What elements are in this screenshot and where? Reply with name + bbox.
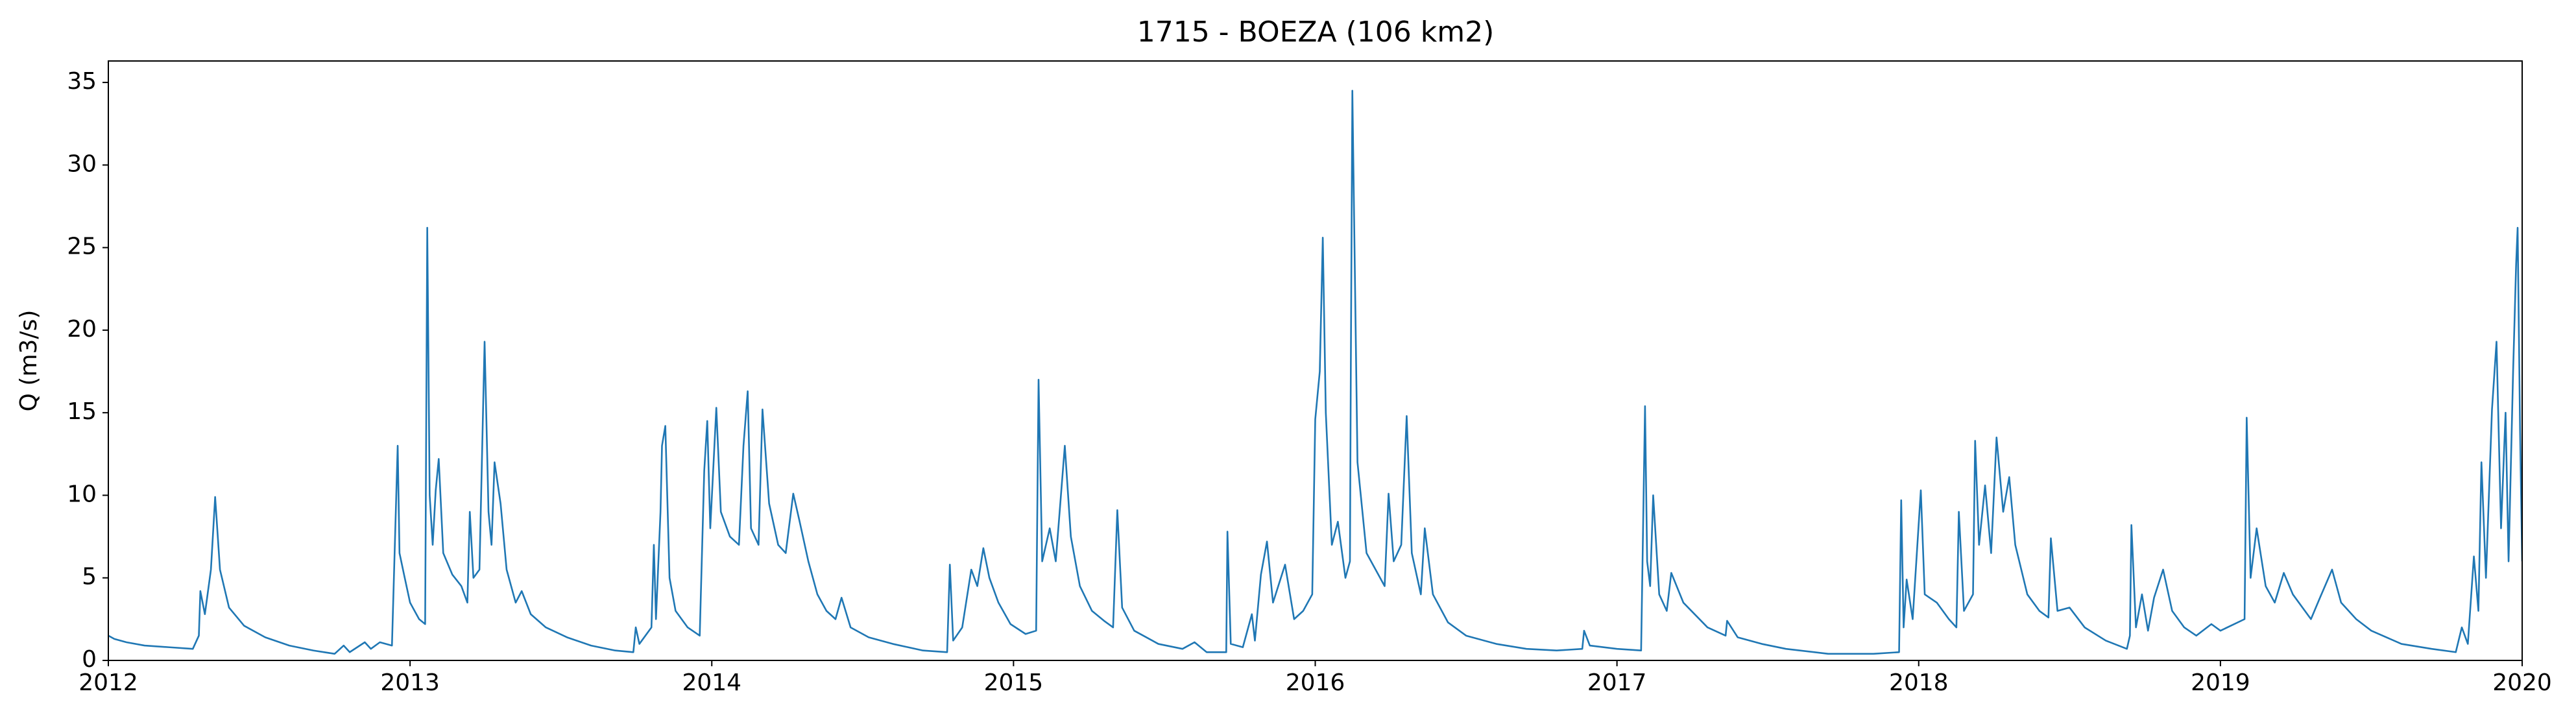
x-tick-label: 2018 — [1889, 670, 1949, 696]
y-tick-label: 20 — [67, 316, 97, 343]
x-tick-label: 2014 — [682, 670, 741, 696]
y-tick-label: 0 — [82, 646, 97, 673]
plot-frame — [108, 60, 2523, 661]
y-tick-label: 5 — [82, 564, 97, 590]
x-tick-label: 2015 — [984, 670, 1044, 696]
y-tick-label: 35 — [67, 68, 97, 95]
y-tick-label: 25 — [67, 234, 97, 260]
x-tick-label: 2020 — [2492, 670, 2552, 696]
plot-area — [108, 90, 2522, 655]
x-tick-label: 2017 — [1587, 670, 1647, 696]
y-tick-label: 10 — [67, 481, 97, 507]
x-tick-label: 2013 — [380, 670, 440, 696]
x-tick-label: 2019 — [2191, 670, 2250, 696]
x-tick-label: 2012 — [78, 670, 138, 696]
x-tick-label: 2016 — [1286, 670, 1345, 696]
data-line — [108, 90, 2522, 655]
y-axis-label: Q (m3/s) — [16, 310, 42, 412]
y-tick-label: 30 — [67, 151, 97, 177]
y-tick-label: 15 — [67, 398, 97, 425]
chart-title: 1715 - BOEZA (106 km2) — [1137, 16, 1495, 49]
